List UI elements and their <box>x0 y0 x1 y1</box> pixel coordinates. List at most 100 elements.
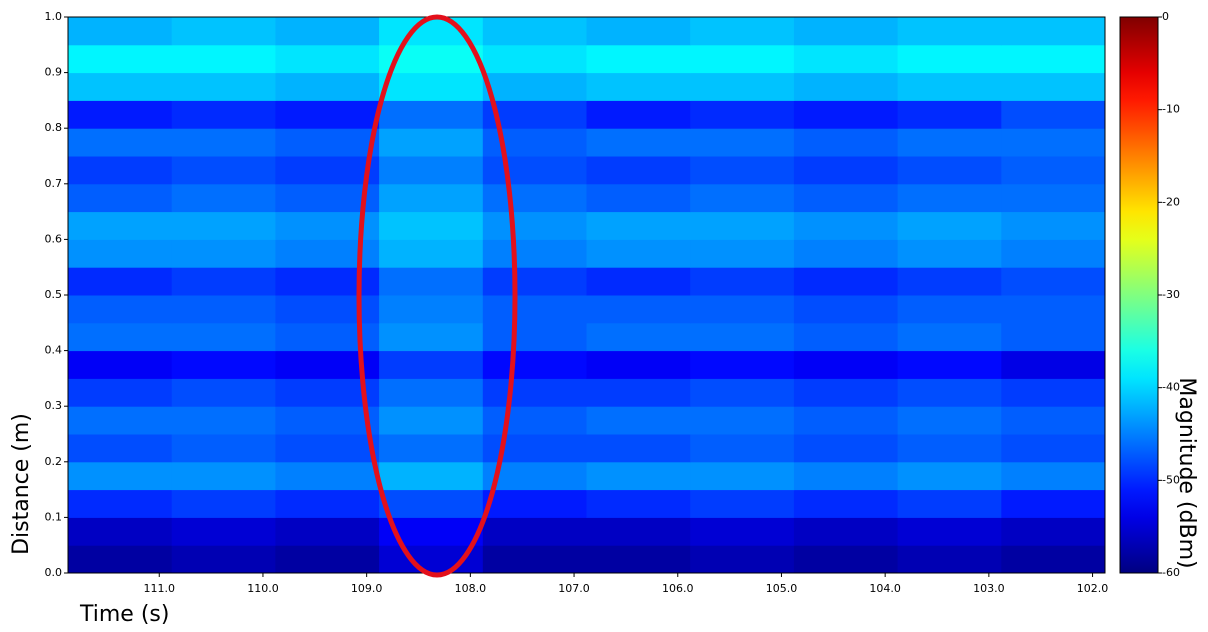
heatmap-cell <box>275 461 380 491</box>
heatmap-cell <box>586 489 691 518</box>
colorbar-tick-label: -50 <box>1162 473 1180 486</box>
heatmap-cell <box>586 295 691 324</box>
heatmap-cell <box>586 211 691 240</box>
heatmap-cell <box>897 295 1002 324</box>
heatmap-cell <box>690 72 795 101</box>
heatmap-cell <box>897 128 1002 157</box>
heatmap-cell <box>586 378 691 407</box>
heatmap-cell <box>690 350 795 379</box>
x-tick-label: 108.0 <box>455 582 487 595</box>
heatmap-cell <box>379 461 484 491</box>
heatmap-cell <box>379 489 484 518</box>
heatmap-cell <box>897 545 1002 574</box>
heatmap-cell <box>379 295 484 324</box>
heatmap-cell <box>379 378 484 407</box>
y-tick-label: 0.7 <box>45 177 63 190</box>
heatmap-cell <box>586 44 691 74</box>
heatmap-cell <box>482 211 587 240</box>
colorbar-tick-label: -30 <box>1162 288 1180 301</box>
heatmap-cell <box>482 322 587 352</box>
heatmap-cell <box>482 239 587 268</box>
heatmap-cell <box>897 406 1002 435</box>
y-tick-label: 0.2 <box>45 455 63 468</box>
heatmap-cell <box>275 517 380 546</box>
y-tick-label: 0.3 <box>45 399 63 412</box>
y-axis-label: Distance (m) <box>9 413 34 555</box>
heatmap-cell <box>586 461 691 491</box>
heatmap-cell <box>482 44 587 74</box>
heatmap-cell <box>275 406 380 435</box>
heatmap-cell <box>586 17 691 46</box>
heatmap-cell <box>793 434 899 463</box>
heatmap-cell <box>171 239 276 268</box>
x-tick-label: 104.0 <box>869 582 901 595</box>
heatmap-cell <box>171 267 276 296</box>
x-tick-label: 102.0 <box>1077 582 1109 595</box>
heatmap-cell <box>1001 267 1106 296</box>
heatmap-cell <box>586 406 691 435</box>
heatmap-cell <box>586 350 691 379</box>
heatmap-cell <box>171 295 276 324</box>
heatmap-cell <box>690 156 795 185</box>
heatmap-cell <box>897 434 1002 463</box>
heatmap-cell <box>897 156 1002 185</box>
heatmap-cell <box>171 322 276 352</box>
heatmap-cell <box>171 156 276 185</box>
heatmap-cell <box>690 44 795 74</box>
heatmap-cell <box>379 156 484 185</box>
heatmap-cell <box>1001 489 1106 518</box>
heatmap-cell <box>379 239 484 268</box>
heatmap-cell <box>275 267 380 296</box>
heatmap-cell <box>897 350 1002 379</box>
heatmap-cell <box>482 545 587 574</box>
heatmap-cell <box>68 267 173 296</box>
heatmap-cell <box>897 378 1002 407</box>
heatmap-cell <box>68 72 173 101</box>
heatmap-cell <box>793 406 899 435</box>
heatmap-cell <box>690 517 795 546</box>
heatmap-cell <box>68 156 173 185</box>
heatmap-cell <box>897 72 1002 101</box>
heatmap-cell <box>379 128 484 157</box>
heatmap-cell <box>1001 128 1106 157</box>
heatmap-cell <box>171 211 276 240</box>
heatmap-cell <box>897 489 1002 518</box>
heatmap-cell <box>171 489 276 518</box>
x-tick-label: 105.0 <box>766 582 798 595</box>
heatmap-cell <box>1001 17 1106 46</box>
heatmap-cell <box>275 322 380 352</box>
heatmap-cell <box>793 128 899 157</box>
heatmap-cell <box>482 489 587 518</box>
heatmap-cell <box>793 267 899 296</box>
heatmap-cell <box>793 378 899 407</box>
heatmap-cell <box>482 183 587 213</box>
heatmap-cell <box>68 461 173 491</box>
y-tick-label: 0.4 <box>45 344 63 357</box>
heatmap-cell <box>690 434 795 463</box>
heatmap-cell <box>275 489 380 518</box>
heatmap-cell <box>482 17 587 46</box>
heatmap-cell <box>379 211 484 240</box>
heatmap-cell <box>482 378 587 407</box>
heatmap-cell <box>586 322 691 352</box>
heatmap-cell <box>793 17 899 46</box>
heatmap-cell <box>171 44 276 74</box>
heatmap-cell <box>1001 517 1106 546</box>
x-tick-label: 110.0 <box>247 582 279 595</box>
heatmap-cell <box>793 489 899 518</box>
heatmap-cell <box>690 295 795 324</box>
heatmap-cell <box>68 239 173 268</box>
heatmap-cell <box>482 72 587 101</box>
heatmap-cell <box>897 211 1002 240</box>
y-tick-label: 0.5 <box>45 288 63 301</box>
x-tick-label: 107.0 <box>558 582 590 595</box>
heatmap-cell <box>586 239 691 268</box>
heatmap-cell <box>379 406 484 435</box>
heatmap-cell <box>586 183 691 213</box>
colorbar-label: Magnitude (dBm) <box>1174 377 1199 568</box>
heatmap-cell <box>897 44 1002 74</box>
colorbar-tick-label: 0 <box>1162 10 1169 23</box>
heatmap-cell <box>68 44 173 74</box>
heatmap-cell <box>1001 44 1106 74</box>
heatmap-cell <box>68 100 173 129</box>
